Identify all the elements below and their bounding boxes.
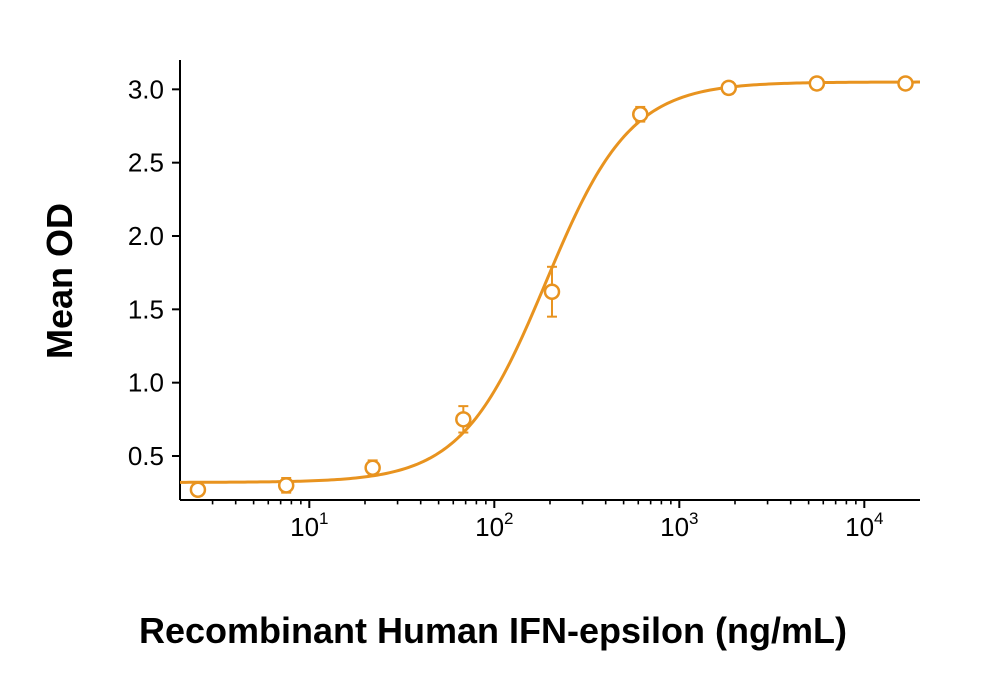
x-tick-label: 101 <box>290 509 328 542</box>
y-tick-label: 1.0 <box>128 368 164 398</box>
y-tick-label: 2.0 <box>128 221 164 251</box>
y-axis-label: Mean OD <box>39 181 81 381</box>
x-axis-label: Recombinant Human IFN-epsilon (ng/mL) <box>0 610 986 652</box>
y-tick-label: 2.5 <box>128 148 164 178</box>
y-tick-label: 1.5 <box>128 294 164 324</box>
x-tick-label: 103 <box>660 509 698 542</box>
data-point <box>633 107 647 121</box>
data-point <box>810 76 824 90</box>
fit-curve <box>180 82 920 482</box>
dose-response-chart: 0.5 1.0 1.5 2.0 2.5 3.0 101 102 103 104 <box>0 0 986 686</box>
data-point <box>456 412 470 426</box>
data-point <box>366 461 380 475</box>
y-tick-label: 3.0 <box>128 74 164 104</box>
x-tick-label: 104 <box>845 509 883 542</box>
data-point <box>191 483 205 497</box>
chart-container: 0.5 1.0 1.5 2.0 2.5 3.0 101 102 103 104 Mean OD R… <box>0 0 986 686</box>
data-point <box>899 76 913 90</box>
data-point <box>279 478 293 492</box>
y-tick-label: 0.5 <box>128 441 164 471</box>
x-tick-label: 102 <box>475 509 513 542</box>
data-point <box>545 285 559 299</box>
data-point <box>722 81 736 95</box>
